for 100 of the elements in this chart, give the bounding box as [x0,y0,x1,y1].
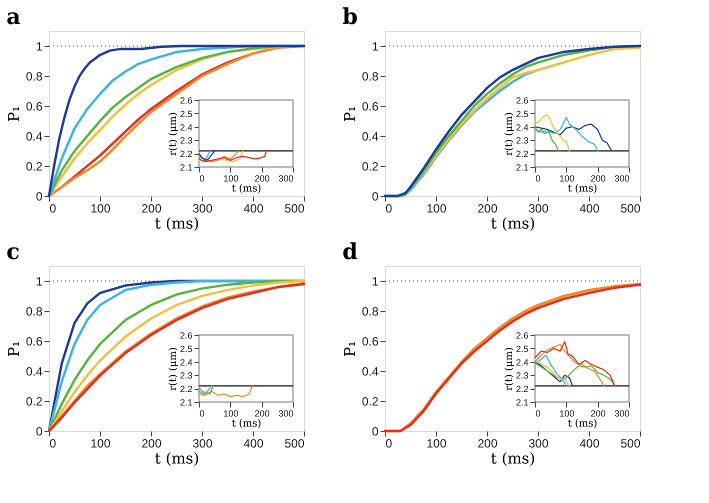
x-tick-label: 300 [278,408,294,418]
x-tick-label: 0 [200,174,205,184]
y-tick-label: 2.1 [180,162,192,172]
y-tick-label: 0.4 [26,364,43,378]
y-tick-label: 1 [36,274,43,288]
x-tick-label: 300 [192,436,213,450]
line-series [534,124,612,152]
y-tick-label: 1 [372,274,379,288]
y-axis-title: r(t) (μm) [168,112,179,156]
x-tick-label: 300 [192,202,213,216]
y-tick-label: 0.4 [362,364,379,378]
y-tick-label: 0.2 [362,160,379,174]
y-tick-label: 2.2 [516,384,528,394]
x-tick-label: 200 [477,202,498,216]
y-axis-title: P₁ [340,106,359,122]
y-tick-label: 0.4 [362,130,379,144]
y-tick-label: 2.3 [516,136,528,146]
line-series [198,150,267,162]
line-series [198,385,253,398]
y-tick-label: 0.2 [26,160,43,174]
y-tick-label: 0.8 [362,304,379,318]
line-series [198,150,211,160]
x-tick-label: 0 [386,436,392,450]
y-tick-label: 2.4 [516,357,528,368]
x-tick-label: 500 [284,202,305,216]
x-tick-label: 0 [536,408,541,418]
x-tick-label: 300 [614,408,630,418]
y-axis-title: r(t) (μm) [168,347,179,391]
x-tick-label: 100 [426,202,447,216]
y-axis-title: r(t) (μm) [504,347,515,391]
x-axis-title: t (ms) [568,184,598,194]
x-tick-label: 100 [223,408,238,418]
y-tick-label: 2.6 [180,330,192,340]
x-tick-label: 0 [200,408,205,418]
line-series [534,341,616,387]
x-tick-label: 100 [90,202,111,216]
x-tick-label: 100 [426,436,447,450]
line-series [48,44,306,198]
y-tick-label: 1 [36,40,43,54]
y-tick-label: 2.3 [180,136,192,146]
y-tick-label: 0.4 [26,130,43,144]
x-tick-label: 200 [254,174,270,184]
x-tick-label: 100 [223,174,238,184]
y-tick-label: 0 [372,190,379,204]
y-tick-label: 2.1 [180,398,192,408]
x-axis-title: t (ms) [232,184,262,194]
x-tick-label: 100 [559,408,574,418]
x-tick-label: 300 [614,174,630,184]
y-tick-label: 0.8 [362,70,379,84]
y-tick-label: 2.1 [516,162,528,172]
y-tick-label: 2.2 [180,384,192,394]
line-series [534,116,598,152]
x-tick-label: 0 [50,202,56,216]
x-tick-label: 0 [536,174,541,184]
y-tick-label: 0.6 [362,334,379,348]
y-tick-label: 2.6 [516,330,528,340]
x-tick-label: 300 [528,202,549,216]
y-tick-label: 0.6 [362,100,379,114]
x-tick-label: 100 [90,436,111,450]
y-tick-label: 2.5 [180,108,192,119]
x-axis-title: t (ms) [568,418,598,430]
x-tick-label: 400 [579,436,600,450]
y-tick-label: 0.2 [362,394,379,408]
chart-title: a [6,4,21,30]
x-tick-label: 500 [284,436,305,450]
y-tick-label: 2.4 [180,357,192,368]
x-tick-label: 400 [243,436,264,450]
y-tick-label: 0 [36,424,43,438]
y-tick-label: 0.6 [26,100,43,114]
y-tick-label: 2.4 [180,122,192,132]
chart-title: c [6,239,20,265]
y-tick-label: 1 [372,40,379,54]
y-tick-label: 2.6 [180,96,192,106]
y-tick-label: 2.3 [516,370,528,381]
y-tick-label: 0 [372,424,379,438]
y-tick-label: 2.4 [516,122,528,132]
x-tick-label: 300 [278,174,294,184]
x-tick-label: 400 [579,202,600,216]
y-tick-label: 2.5 [180,344,192,354]
x-axis-title: t (ms) [232,418,262,430]
y-tick-label: 0.2 [26,394,43,408]
x-tick-label: 0 [386,202,392,216]
x-tick-label: 200 [254,408,270,418]
y-tick-label: 0.6 [26,334,43,348]
x-axis-title: t (ms) [154,214,200,232]
line-series [534,126,560,152]
x-axis-title: t (ms) [490,214,536,232]
x-tick-label: 0 [50,436,56,450]
x-tick-label: 200 [141,202,162,216]
y-tick-label: 2.1 [516,398,528,408]
y-axis-title: P₁ [4,106,23,122]
y-axis-title: P₁ [340,340,359,358]
x-tick-label: 400 [243,202,264,216]
y-axis-title: P₁ [4,340,23,358]
line-series [534,114,570,152]
y-tick-label: 0.8 [26,304,43,318]
x-tick-label: 300 [528,436,549,450]
y-tick-label: 2.5 [516,108,528,119]
y-tick-label: 0.8 [26,70,43,84]
x-tick-label: 200 [141,436,162,450]
